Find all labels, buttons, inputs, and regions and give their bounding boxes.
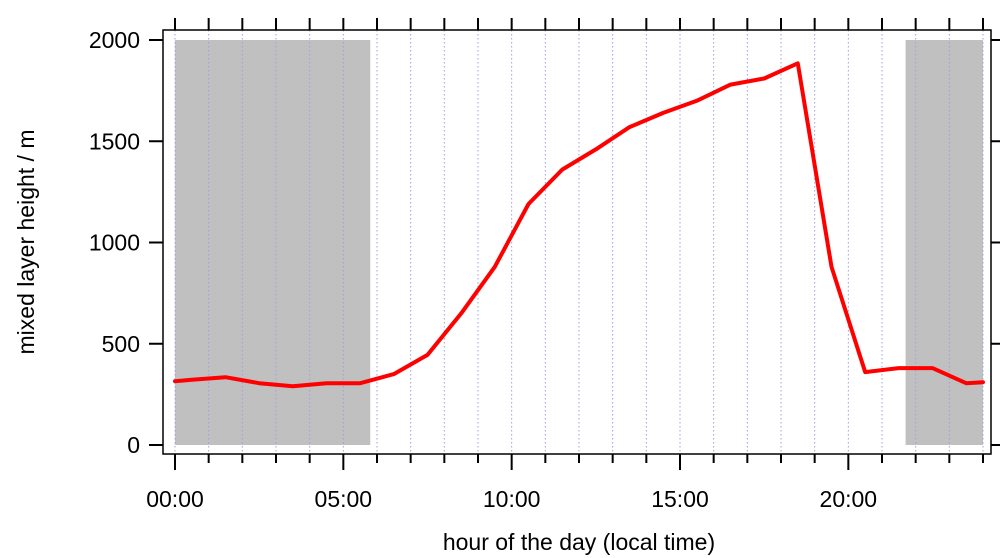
y-tick-label: 2000 <box>89 27 140 53</box>
y-axis-label: mixed layer height / m <box>13 130 39 355</box>
y-tick-label: 0 <box>127 432 140 458</box>
series-line-0 <box>173 61 985 389</box>
x-tick-label: 05:00 <box>315 486 373 512</box>
x-tick-label: 00:00 <box>146 486 204 512</box>
tick-labels: 00:00 05:00 10:00 15:00 20:00 0 500 1000 1500 200… <box>89 27 877 512</box>
night-shade-1 <box>905 40 983 445</box>
y-tick-label: 500 <box>102 331 140 357</box>
axis-ticks <box>149 18 1000 470</box>
x-tick-label: 20:00 <box>820 486 878 512</box>
x-tick-label: 10:00 <box>483 486 541 512</box>
x-axis-label: hour of the day (local time) <box>443 529 715 555</box>
data-series <box>173 61 985 389</box>
grid-lines <box>174 30 984 454</box>
y-tick-label: 1500 <box>89 128 140 154</box>
x-tick-label: 15:00 <box>651 486 709 512</box>
y-tick-label: 1000 <box>89 230 140 256</box>
